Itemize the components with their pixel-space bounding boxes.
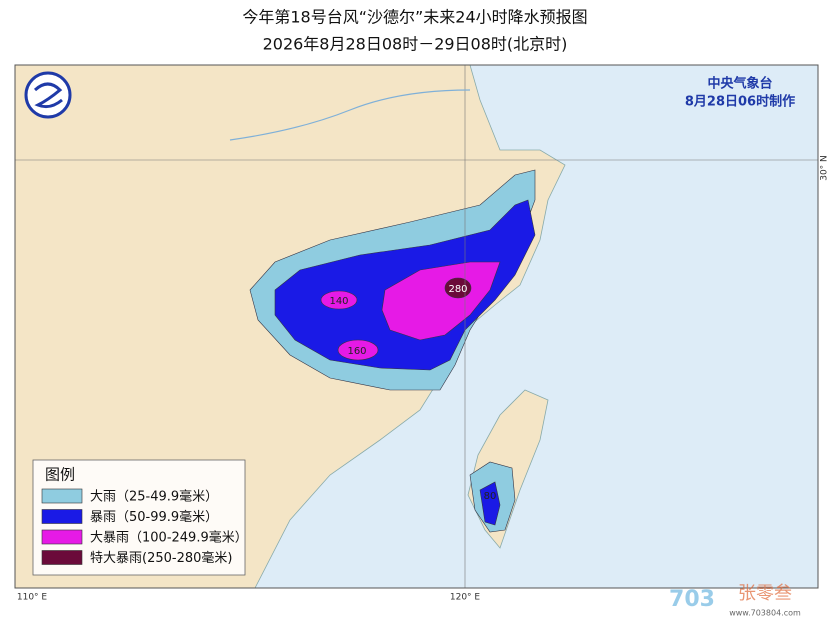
legend-label: 暴雨（50-99.9毫米） xyxy=(90,509,218,525)
legend-swatch xyxy=(41,529,83,545)
zone-rainstorm xyxy=(479,481,501,526)
issuer-name: 中央气象台 xyxy=(707,76,772,92)
zone-heavy-rainstorm xyxy=(337,339,379,361)
axis-label: 120° E xyxy=(450,593,481,603)
river xyxy=(229,89,471,141)
legend-label: 大雨（25-49.9毫米） xyxy=(90,489,218,505)
contour-label: 280 xyxy=(448,284,467,295)
watermark-url: www.703804.com xyxy=(729,609,801,618)
zone-heavy-rainstorm xyxy=(320,290,358,310)
contour-label: 80 xyxy=(484,491,497,502)
legend-swatch xyxy=(41,509,83,524)
legend: 大雨（25-49.9毫米） 暴雨（50-99.9毫米） 大暴雨（100-249.9毫… xyxy=(41,488,248,566)
cma-logo xyxy=(24,71,72,119)
zone-extreme-rainstorm xyxy=(444,277,472,299)
cma-logo-mark xyxy=(33,82,63,109)
legend-label: 特大暴雨(250-280毫米) xyxy=(90,550,232,566)
axis-label: 30° N xyxy=(820,155,830,181)
legend-title: 图例 xyxy=(45,466,75,484)
zone-heavy-rainstorm xyxy=(381,261,501,341)
map-frame xyxy=(14,64,819,589)
title: 今年第18号台风“沙德尔”未来24小时降水预报图 xyxy=(242,8,587,27)
legend-label: 大暴雨（100-249.9毫米） xyxy=(90,530,248,546)
watermark-name: 张零叁 xyxy=(738,583,792,604)
watermark-logo: 703 xyxy=(669,587,715,612)
axis-label: 110° E xyxy=(17,593,48,603)
contour-label: 160 xyxy=(347,346,366,357)
legend-swatch xyxy=(41,550,83,565)
contour-label: 140 xyxy=(329,296,348,307)
map: 140 280 160 80 中央气象台 8月28日06时制作 图例 大雨（25… xyxy=(15,65,818,588)
subtitle: 2026年8月28日08时－29日08时(北京时) xyxy=(263,35,568,54)
legend-swatch xyxy=(41,488,83,504)
issuer-time: 8月28日06时制作 xyxy=(685,94,795,110)
